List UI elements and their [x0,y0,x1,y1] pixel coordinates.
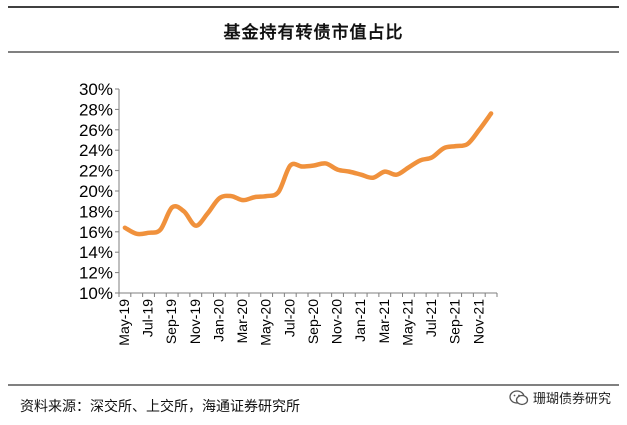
y-tick-label: 28% [79,100,113,119]
y-tick-label: 22% [79,162,113,181]
x-tick-label: Mar-21 [376,299,392,344]
y-tick-label: 30% [79,80,113,99]
brand-badge: 珊瑚债券研究 [509,388,611,407]
x-tick-label: Sep-21 [447,299,463,344]
series-line-0 [122,111,494,237]
y-tick-label: 20% [79,182,113,201]
x-tick-label: Jan-21 [352,299,368,342]
y-tick-label: 16% [79,223,113,242]
x-tick-label: Nov-21 [470,299,486,344]
x-tick-label: Jan-20 [210,299,226,342]
x-tick-label: Sep-19 [163,299,179,344]
x-tick-label: Jul-21 [423,299,439,337]
x-tick-label: May-19 [116,299,132,346]
y-tick-label: 12% [79,264,113,283]
x-tick-label: Mar-20 [234,299,250,344]
brand-name: 珊瑚债券研究 [532,392,611,407]
y-tick-label: 10% [79,284,113,303]
x-tick-label: Sep-20 [305,299,321,344]
x-tick-label: Nov-19 [187,299,203,344]
y-tick-label: 24% [79,141,113,160]
x-tick-label: Nov-20 [329,299,345,344]
y-tick-label: 26% [79,121,113,140]
y-tick-label: 18% [79,202,113,221]
x-tick-label: May-21 [399,299,415,346]
wechat-icon [509,389,529,405]
chart-title: 基金持有转债市值占比 [223,23,404,43]
plot-area: 10%12% 14%16% 18%20%22% 24%26% 28%30% May-19 J… [79,80,498,346]
y-tick-label: 14% [79,243,113,262]
x-tick-label: Jul-19 [140,299,156,337]
x-tick-label: May-20 [258,299,274,346]
source-note: 资料来源：深交所、上交所，海通证券研究所 [20,399,300,415]
x-tick-label: Jul-20 [281,299,297,337]
